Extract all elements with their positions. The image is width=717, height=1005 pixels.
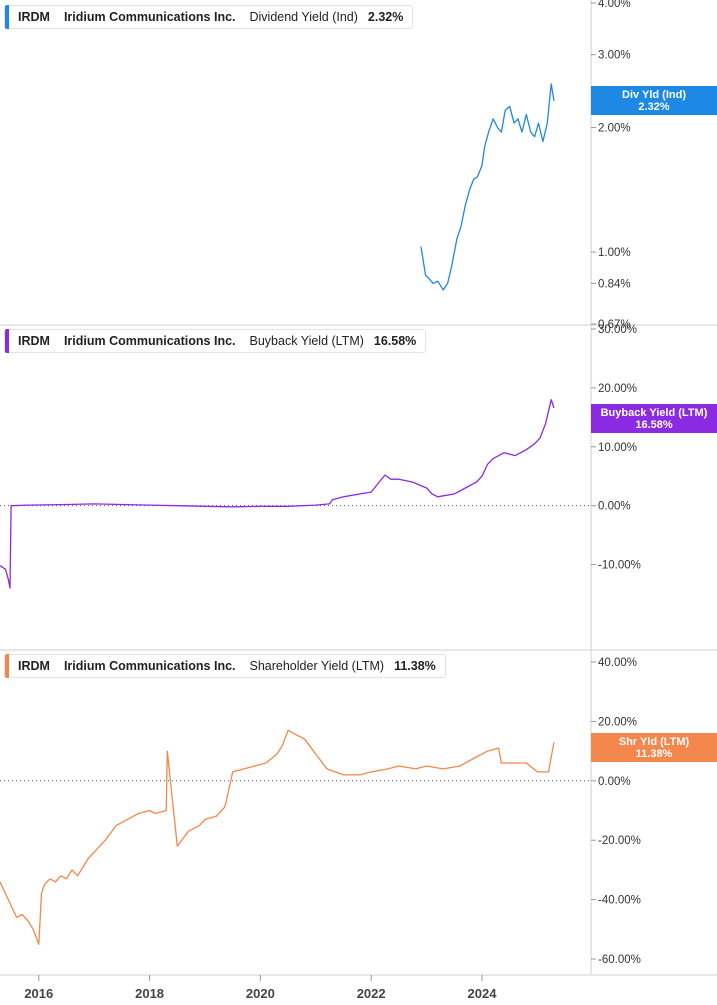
tag-value: 2.32% <box>638 101 670 113</box>
legend-swatch <box>5 329 9 353</box>
x-tick-label: 2018 <box>135 986 164 1001</box>
y-tick-label: 0.84% <box>598 278 631 290</box>
legend-company: Iridium Communications Inc. <box>63 659 236 673</box>
tag-value: 16.58% <box>635 419 673 431</box>
value-tag-dividend-yield: Div Yld (Ind) 2.32% <box>591 86 717 115</box>
y-tick-label: -40.00% <box>598 895 641 907</box>
legend-company: Iridium Communications Inc. <box>63 334 236 348</box>
value-tag-shareholder-yield: Shr Yld (LTM) 11.38% <box>591 733 717 762</box>
legend-ticker: IRDM <box>18 659 50 673</box>
y-tick-label: -60.00% <box>598 954 641 966</box>
legend-metric: Dividend Yield (Ind) <box>249 10 358 24</box>
y-tick-label: 20.00% <box>598 383 637 395</box>
legend-value: 2.32% <box>367 10 404 24</box>
legend-ticker: IRDM <box>18 10 50 24</box>
x-tick-label: 2024 <box>468 986 498 1001</box>
legend-buyback-yield: IRDM Iridium Communications Inc. Buyback… <box>4 329 427 353</box>
y-tick-label: 20.00% <box>598 716 637 728</box>
buyback-yield-line <box>0 399 555 589</box>
dividend-yield-line <box>420 83 555 291</box>
legend-dividend-yield: IRDM Iridium Communications Inc. Dividen… <box>4 5 414 29</box>
x-tick-label: 2016 <box>24 986 53 1001</box>
y-tick-label: 0.00% <box>598 776 631 788</box>
y-tick-label: 40.00% <box>598 657 637 669</box>
y-tick-label: 2.00% <box>598 123 631 135</box>
legend-swatch <box>5 654 9 678</box>
legend-metric: Shareholder Yield (LTM) <box>249 659 385 673</box>
tag-value: 11.38% <box>635 748 673 760</box>
y-tick-label: -20.00% <box>598 835 641 847</box>
value-tag-buyback-yield: Buyback Yield (LTM) 16.58% <box>591 404 717 433</box>
y-tick-label: 4.00% <box>598 0 631 10</box>
y-tick-label: 3.00% <box>598 50 631 62</box>
tag-label: Div Yld (Ind) <box>622 89 686 101</box>
legend-value: 16.58% <box>373 334 417 348</box>
legend-company: Iridium Communications Inc. <box>63 10 236 24</box>
x-tick-label: 2022 <box>357 986 386 1001</box>
y-tick-label: 0.00% <box>598 501 631 513</box>
y-tick-label: -10.00% <box>598 560 641 572</box>
y-tick-label: 10.00% <box>598 442 637 454</box>
tag-label: Shr Yld (LTM) <box>618 736 690 748</box>
legend-ticker: IRDM <box>18 334 50 348</box>
x-tick-label: 2020 <box>246 986 275 1001</box>
y-tick-label: 0.67% <box>598 319 631 331</box>
y-tick-label: 1.00% <box>598 247 631 259</box>
shareholder-yield-line <box>0 729 555 945</box>
legend-shareholder-yield: IRDM Iridium Communications Inc. Shareho… <box>4 654 446 678</box>
legend-swatch <box>5 5 9 29</box>
legend-value: 11.38% <box>394 659 436 673</box>
legend-metric: Buyback Yield (LTM) <box>249 334 364 348</box>
tag-label: Buyback Yield (LTM) <box>600 407 708 419</box>
y-tick-label: 30.00% <box>598 324 637 336</box>
